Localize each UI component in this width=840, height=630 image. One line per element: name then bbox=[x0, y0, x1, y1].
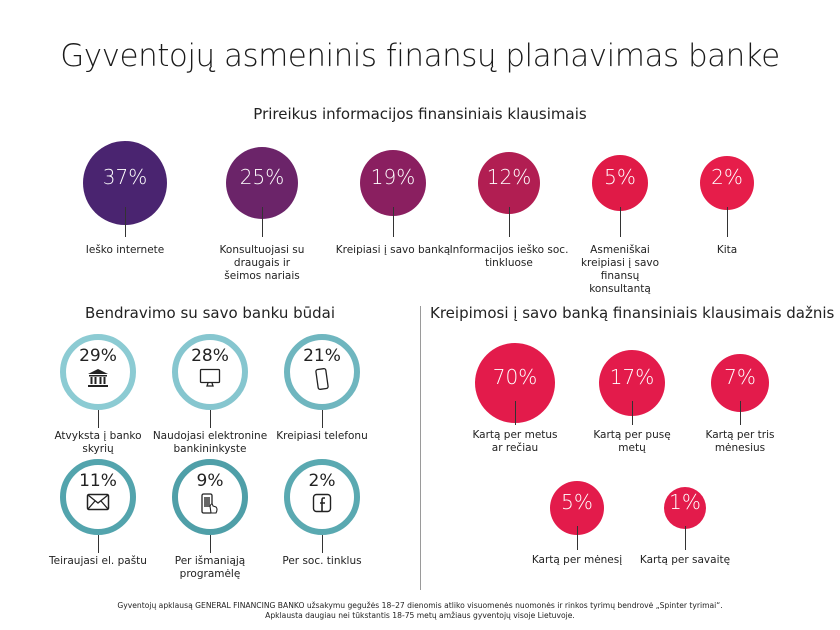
ring-label: Kreipiasi telefonu bbox=[276, 430, 368, 442]
frequency-bubble-5: 1% bbox=[664, 487, 706, 529]
ring-value: 11% bbox=[79, 471, 117, 491]
bubble-label: Kartą per savaitę bbox=[639, 554, 731, 566]
ring-stem bbox=[98, 535, 99, 553]
section-title-communication: Bendravimo su savo banku būdai bbox=[84, 304, 336, 322]
ring-3: 21% bbox=[284, 334, 360, 410]
bubble-label: Konsultuojasi su draugais ir šeimos nari… bbox=[219, 244, 305, 282]
ring-1: 29% bbox=[60, 334, 136, 410]
bubble-stem bbox=[740, 401, 741, 425]
monitor-icon bbox=[199, 366, 221, 392]
bubble-label: Kartą per tris mėnesius bbox=[705, 429, 775, 454]
section-title-frequency: Kreipimosi į savo banką finansiniais kla… bbox=[430, 304, 835, 322]
bubble-value: 17% bbox=[609, 365, 655, 389]
ring-2: 28% bbox=[172, 334, 248, 410]
page-title: Gyventojų asmeninis finansų planavimas b… bbox=[60, 38, 780, 74]
bubble-value: 5% bbox=[604, 165, 636, 189]
ring-label: Per soc. tinklus bbox=[282, 555, 362, 567]
bubble-6: 2% bbox=[700, 156, 754, 210]
divider bbox=[420, 306, 421, 590]
bubble-label: Ieško internete bbox=[85, 244, 165, 256]
bubble-5: 5% bbox=[592, 155, 648, 211]
bubble-value: 5% bbox=[561, 490, 593, 514]
bubble-stem bbox=[577, 526, 578, 550]
bubble-stem bbox=[632, 401, 633, 425]
bank-icon bbox=[87, 366, 109, 392]
ring-label: Teiraujasi el. paštu bbox=[49, 555, 147, 567]
smartphone-tap-icon bbox=[200, 491, 220, 519]
ring-5: 9% bbox=[172, 459, 248, 535]
footer-line-2: Apklausta daugiau nei tūkstantis 18-75 m… bbox=[265, 611, 575, 620]
ring-stem bbox=[322, 410, 323, 428]
bubble-value: 7% bbox=[724, 365, 756, 389]
bubble-4: 12% bbox=[478, 152, 540, 214]
ring-value: 28% bbox=[191, 346, 229, 366]
bubble-value: 25% bbox=[239, 165, 285, 189]
envelope-icon bbox=[86, 491, 110, 515]
ring-label: Naudojasi elektronine bankininkyste bbox=[152, 430, 268, 455]
facebook-icon bbox=[312, 491, 332, 517]
bubble-label: Kartą per pusę metų bbox=[593, 429, 671, 454]
ring-value: 9% bbox=[196, 471, 224, 491]
ring-6: 2% bbox=[284, 459, 360, 535]
ring-value: 21% bbox=[303, 346, 341, 366]
frequency-bubble-1: 70% bbox=[475, 343, 555, 423]
bubble-label: Informacijos ieško soc. tinkluose bbox=[449, 244, 569, 269]
bubble-stem bbox=[727, 207, 728, 237]
ring-4: 11% bbox=[60, 459, 136, 535]
bubble-stem bbox=[262, 207, 263, 237]
bubble-label: Kita bbox=[716, 244, 738, 256]
ring-value: 2% bbox=[308, 471, 336, 491]
bubble-label: Kreipiasi į savo banką bbox=[335, 244, 451, 256]
bubble-value: 37% bbox=[102, 165, 148, 189]
bubble-stem bbox=[125, 207, 126, 237]
bubble-value: 19% bbox=[370, 165, 416, 189]
footer-line-1: Gyventojų apklausą GENERAL FINANCING BAN… bbox=[117, 601, 723, 610]
bubble-label: Asmeniškai kreipiasi į savo finansų kons… bbox=[580, 244, 660, 295]
ring-label: Per išmaniąją programėlę bbox=[174, 555, 246, 580]
bubble-stem bbox=[515, 401, 516, 425]
bubble-stem bbox=[620, 207, 621, 237]
ring-stem bbox=[98, 410, 99, 428]
bubble-stem bbox=[685, 526, 686, 550]
ring-stem bbox=[210, 410, 211, 428]
ring-stem bbox=[322, 535, 323, 553]
ring-label: Atvyksta į banko skyrių bbox=[54, 430, 142, 455]
bubble-stem bbox=[509, 207, 510, 237]
footer-note: Gyventojų apklausą GENERAL FINANCING BAN… bbox=[0, 601, 840, 621]
bubble-label: Kartą per mėnesį bbox=[531, 554, 623, 566]
bubble-value: 12% bbox=[486, 165, 532, 189]
bubble-value: 1% bbox=[669, 490, 701, 514]
bubble-value: 2% bbox=[711, 165, 743, 189]
bubble-3: 19% bbox=[360, 150, 426, 216]
section-title-information: Prireikus informacijos finansiniais klau… bbox=[253, 105, 587, 123]
bubble-value: 70% bbox=[492, 365, 538, 389]
ring-stem bbox=[210, 535, 211, 553]
bubble-label: Kartą per metus ar rečiau bbox=[472, 429, 558, 454]
bubble-stem bbox=[393, 207, 394, 237]
phone-icon bbox=[315, 366, 329, 394]
ring-value: 29% bbox=[79, 346, 117, 366]
